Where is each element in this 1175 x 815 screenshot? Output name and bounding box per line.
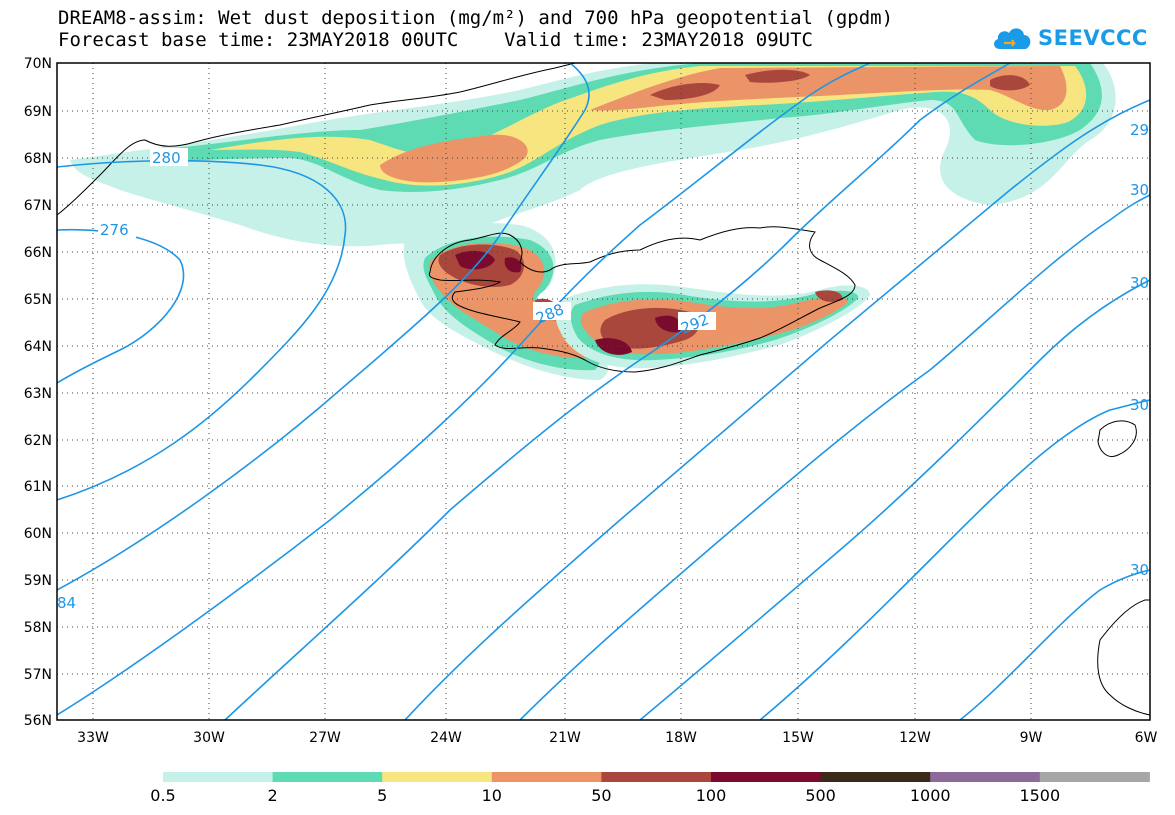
lon-label: 15W bbox=[782, 730, 814, 746]
coast-faroe bbox=[1097, 420, 1137, 457]
lat-label: 65N bbox=[24, 292, 52, 308]
lon-label: 27W bbox=[309, 730, 341, 746]
lat-label: 56N bbox=[24, 713, 52, 729]
contour-284 bbox=[57, 63, 590, 591]
lat-label: 57N bbox=[24, 667, 52, 683]
lon-label: 6W bbox=[1135, 730, 1158, 746]
dust-plume-north-dark bbox=[650, 69, 1030, 100]
map-subtitle: Forecast base time: 23MAY2018 00UTC Vali… bbox=[58, 29, 813, 51]
coast-iceland bbox=[428, 226, 856, 373]
contour-label-bg bbox=[150, 148, 188, 166]
lon-label: 12W bbox=[899, 730, 931, 746]
contour-288 bbox=[57, 63, 871, 716]
contour-292 bbox=[224, 63, 1011, 720]
map-frame bbox=[56, 62, 1151, 721]
lat-label: 63N bbox=[24, 386, 52, 402]
colorbar-swatch bbox=[382, 772, 493, 782]
contour-label-300b: 30 bbox=[1130, 274, 1149, 292]
colorbar-label: 500 bbox=[805, 786, 836, 805]
contour-label-276: 276 bbox=[100, 221, 129, 239]
coast-scotland bbox=[1097, 599, 1150, 716]
colorbar-swatch bbox=[491, 772, 602, 782]
lon-label: 33W bbox=[77, 730, 109, 746]
lon-label: 21W bbox=[549, 730, 581, 746]
dust-iceland-south-red bbox=[600, 290, 843, 349]
contour-308 bbox=[759, 399, 1150, 720]
lat-label: 59N bbox=[24, 573, 52, 589]
map-title: DREAM8-assim: Wet dust deposition (mg/m²… bbox=[58, 7, 894, 29]
colorbar-swatch bbox=[1039, 772, 1150, 782]
lat-label: 69N bbox=[24, 104, 52, 120]
contour-312 bbox=[959, 569, 1150, 720]
contour-labels: 280 276 288 292 29 30 30 30 30 31 84 bbox=[57, 121, 1149, 612]
contour-label-280: 280 bbox=[152, 149, 181, 167]
contour-label-bg bbox=[98, 220, 136, 238]
geopotential-contours bbox=[57, 63, 1150, 720]
logo-text: SEEVCCC bbox=[1038, 26, 1148, 50]
latitude-ticks: 70N 69N 68N 67N 66N 65N 64N 63N 62N 61N … bbox=[24, 56, 52, 729]
cloud-icon bbox=[994, 28, 1031, 49]
contour-label-300c: 30 bbox=[1130, 396, 1149, 414]
contour-label-300a: 30 bbox=[1130, 181, 1149, 199]
lon-label: 30W bbox=[193, 730, 225, 746]
colorbar-swatch bbox=[272, 772, 383, 782]
lat-label: 70N bbox=[24, 56, 52, 72]
contour-280 bbox=[57, 159, 347, 501]
colorbar-label: 50 bbox=[591, 786, 612, 805]
contour-300 bbox=[519, 194, 1150, 720]
lat-label: 60N bbox=[24, 526, 52, 542]
colorbar-label: 1000 bbox=[909, 786, 951, 805]
lat-label: 58N bbox=[24, 620, 52, 636]
colorbar bbox=[163, 772, 1150, 782]
contour-label-300d: 30 bbox=[1130, 561, 1149, 579]
colorbar-label: 2 bbox=[267, 786, 278, 805]
logo: SEEVCCC bbox=[990, 18, 1148, 58]
lat-label: 67N bbox=[24, 198, 52, 214]
colorbar-swatch bbox=[930, 772, 1041, 782]
colorbar-label: 10 bbox=[481, 786, 502, 805]
colorbar-swatch bbox=[163, 772, 274, 782]
lat-label: 66N bbox=[24, 245, 52, 261]
colorbar-swatch bbox=[820, 772, 931, 782]
dust-iceland-west-maroon bbox=[455, 250, 558, 320]
colorbar-label: 100 bbox=[695, 786, 727, 805]
colorbar-swatch bbox=[711, 772, 822, 782]
colorbar-label: 1500 bbox=[1019, 786, 1061, 805]
lat-label: 64N bbox=[24, 339, 52, 355]
lat-label: 68N bbox=[24, 151, 52, 167]
lon-label: 9W bbox=[1020, 730, 1043, 746]
contour-276 bbox=[57, 228, 185, 384]
dust-iceland-south-maroon bbox=[595, 315, 681, 355]
contour-296 bbox=[404, 99, 1150, 720]
graticule bbox=[57, 63, 1150, 720]
contour-label-bg bbox=[678, 312, 716, 330]
colorbar-label: 5 bbox=[377, 786, 388, 805]
colorbar-swatch bbox=[601, 772, 712, 782]
lon-label: 24W bbox=[430, 730, 462, 746]
colorbar-label: 0.5 bbox=[150, 786, 176, 805]
dust-deposition-field bbox=[70, 63, 1116, 380]
contour-304 bbox=[639, 279, 1150, 720]
longitude-ticks: 33W 30W 27W 24W 21W 18W 15W 12W 9W 6W bbox=[77, 730, 1157, 746]
lon-label: 18W bbox=[665, 730, 697, 746]
contour-label-296: 29 bbox=[1130, 121, 1149, 139]
contour-label-284: 84 bbox=[57, 594, 76, 612]
lat-label: 61N bbox=[24, 479, 52, 495]
lat-label: 62N bbox=[24, 433, 52, 449]
contour-label-bg bbox=[533, 302, 571, 320]
